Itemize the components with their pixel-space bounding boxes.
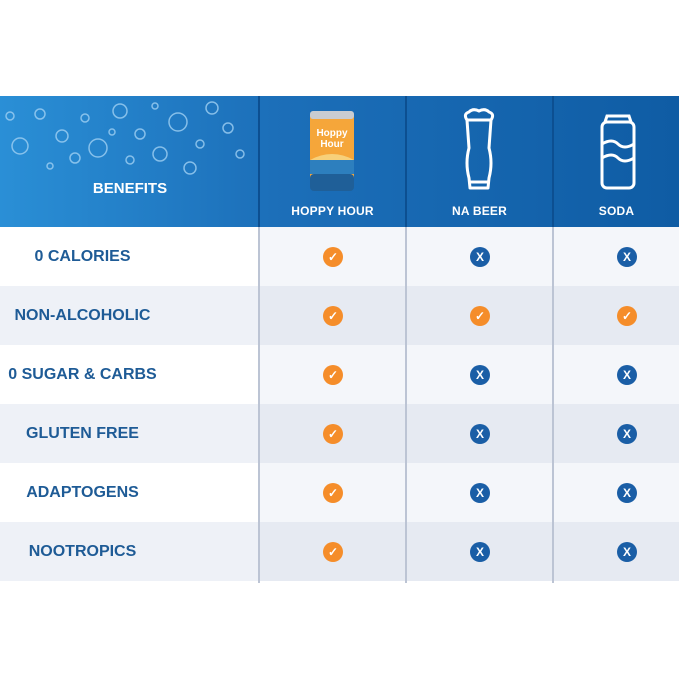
x-icon: X [617, 483, 637, 503]
benefit-label: GLUTEN FREE [26, 425, 139, 442]
check-icon: ✓ [323, 424, 343, 444]
table-row: NOOTROPICS ✓ X X [0, 522, 679, 581]
table-cell: X [554, 463, 679, 522]
table-cell: X [407, 227, 552, 286]
benefits-header: BENEFITS [92, 180, 168, 197]
table-row: 0 SUGAR & CARBS ✓ X X [0, 345, 679, 404]
table-header: BENEFITS Hoppy Hour HOPPY HOUR NA BEER [0, 96, 679, 227]
benefit-label: NOOTROPICS [28, 543, 137, 560]
hoppy-hour-can-icon: Hoppy Hour [310, 111, 354, 191]
column-label-na-beer: NA BEER [452, 204, 507, 218]
table-cell: ✓ [407, 286, 552, 345]
check-icon: ✓ [323, 306, 343, 326]
check-icon: ✓ [617, 306, 637, 326]
table-row: ADAPTOGENS ✓ X X [0, 463, 679, 522]
check-icon: ✓ [323, 247, 343, 267]
check-icon: ✓ [323, 542, 343, 562]
x-icon: X [617, 542, 637, 562]
check-icon: ✓ [323, 483, 343, 503]
x-icon: X [470, 365, 490, 385]
x-icon: X [617, 424, 637, 444]
table-row: NON-ALCOHOLIC ✓ ✓ ✓ [0, 286, 679, 345]
can-text-line1: Hoppy [316, 128, 348, 139]
table-cell: X [554, 227, 679, 286]
beer-glass-icon [463, 108, 495, 190]
benefit-label: NON-ALCOHOLIC [14, 307, 151, 324]
table-cell: X [407, 404, 552, 463]
can-text-line2: Hour [320, 139, 343, 150]
table-cell: ✓ [260, 463, 405, 522]
table-cell: ✓ [260, 404, 405, 463]
table-cell: X [554, 404, 679, 463]
table-cell: ✓ [260, 522, 405, 581]
table-cell: X [407, 522, 552, 581]
comparison-table: BENEFITS Hoppy Hour HOPPY HOUR NA BEER [0, 96, 679, 583]
x-icon: X [470, 542, 490, 562]
table-cell: ✓ [260, 286, 405, 345]
table-cell: X [554, 345, 679, 404]
x-icon: X [617, 365, 637, 385]
column-divider [258, 227, 260, 583]
table-row: 0 CALORIES ✓ X X [0, 227, 679, 286]
x-icon: X [470, 247, 490, 267]
soda-can-icon [600, 114, 636, 190]
x-icon: X [617, 247, 637, 267]
table-row: GLUTEN FREE ✓ X X [0, 404, 679, 463]
column-label-hoppy-hour: HOPPY HOUR [291, 204, 374, 218]
x-icon: X [470, 424, 490, 444]
header-divider [405, 96, 407, 227]
table-cell: ✓ [554, 286, 679, 345]
column-label-soda: SODA [598, 204, 635, 218]
benefit-label: 0 CALORIES [34, 248, 131, 265]
check-icon: ✓ [323, 365, 343, 385]
column-header-na-beer: NA BEER [407, 96, 552, 227]
column-header-soda: SODA [554, 96, 679, 227]
table-cell: ✓ [260, 345, 405, 404]
check-icon: ✓ [470, 306, 490, 326]
benefit-label: 0 SUGAR & CARBS [8, 366, 157, 383]
table-cell: X [407, 463, 552, 522]
table-cell: ✓ [260, 227, 405, 286]
table-cell: X [554, 522, 679, 581]
header-divider [552, 96, 554, 227]
column-divider [552, 227, 554, 583]
benefit-label: ADAPTOGENS [26, 484, 139, 501]
column-header-hoppy-hour: Hoppy Hour HOPPY HOUR [260, 96, 405, 227]
header-divider [258, 96, 260, 227]
column-divider [405, 227, 407, 583]
x-icon: X [470, 483, 490, 503]
table-cell: X [407, 345, 552, 404]
bubbles-decoration [5, 101, 245, 175]
